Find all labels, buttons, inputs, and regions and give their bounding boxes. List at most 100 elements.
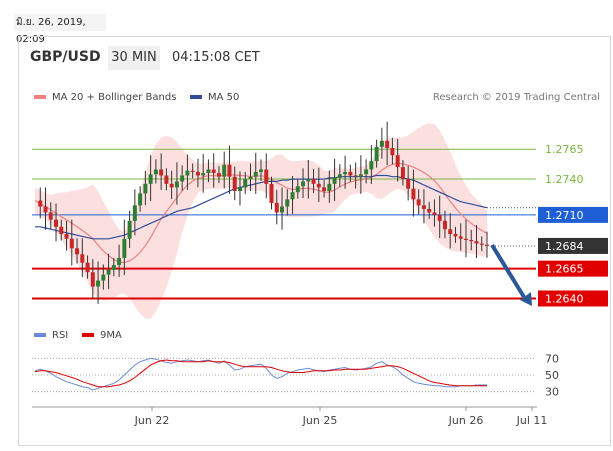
ma50-line [35, 174, 488, 240]
candle-body [332, 177, 337, 184]
candle-body [343, 171, 348, 175]
candle-body [264, 169, 269, 184]
candle-body [80, 254, 85, 263]
candle-body [248, 176, 253, 180]
ma20-legend-label: MA 20 + Bollinger Bands [52, 92, 176, 103]
x-tick-label: Jun 25 [302, 414, 338, 427]
candle-body [96, 280, 101, 287]
candle-body [148, 174, 153, 184]
candle-body [327, 183, 332, 191]
candle-body [437, 214, 442, 221]
ma9-legend-label: 9MA [100, 330, 122, 341]
forecast-arrow [490, 243, 532, 306]
rsi-tick-70: 70 [545, 352, 559, 365]
candle-body [85, 262, 90, 273]
candle-body [290, 192, 295, 200]
candle-body [90, 272, 95, 287]
rsi-legend-label: RSI [52, 330, 68, 341]
candle-body [280, 206, 285, 213]
candle-body [469, 239, 474, 242]
candle-body [169, 183, 174, 188]
candle-body [185, 170, 190, 176]
candle-body [143, 183, 148, 194]
candle-body [206, 169, 211, 174]
candle-body [353, 175, 358, 177]
candle-body [43, 206, 48, 213]
candle-body [411, 188, 416, 200]
candle-body [448, 229, 453, 234]
candle-body [180, 175, 185, 182]
candle-body [301, 181, 306, 187]
candle-body [390, 148, 395, 156]
candle-body [127, 220, 132, 239]
candle-body [38, 200, 43, 207]
candle-body [153, 169, 158, 175]
candle-body [222, 164, 227, 177]
level-1-2665-label: 1.2665 [545, 263, 584, 276]
candle-body [237, 187, 242, 191]
candle-body [337, 174, 342, 178]
candle-body [369, 161, 374, 170]
candle-body [421, 205, 426, 209]
candle-body [322, 187, 327, 191]
ma50-legend-swatch [190, 95, 202, 99]
level-1-2765-label: 1.2765 [545, 143, 584, 156]
pair-title: GBP/USD [30, 49, 101, 65]
candle-body [463, 238, 468, 240]
ma50-legend-label: MA 50 [208, 92, 239, 103]
candle-body [216, 173, 221, 177]
x-tick-label: Jun 22 [134, 414, 170, 427]
candle-body [64, 234, 69, 239]
candle-body [117, 257, 122, 266]
candle-body [474, 241, 479, 244]
level-1-2710-label: 1.2710 [545, 209, 584, 222]
chart-frame [18, 36, 611, 446]
rsi-legend-swatch [34, 333, 46, 337]
bollinger-band [35, 123, 487, 319]
level-1-2710-badge [538, 206, 608, 223]
level-1-2640-label: 1.2640 [545, 293, 584, 306]
candle-body [269, 183, 274, 203]
candle-body [174, 181, 179, 188]
candle-body [75, 248, 80, 255]
candle-body [364, 169, 369, 175]
candle-body [406, 179, 411, 189]
level-1-2740-label: 1.2740 [545, 173, 584, 186]
candle-body [416, 199, 421, 206]
candle-body [485, 244, 489, 246]
candle-body [211, 169, 216, 174]
research-credit: Research © 2019 Trading Central [433, 92, 600, 103]
candle-body [232, 176, 237, 191]
candle-body [164, 175, 169, 184]
candle-body [227, 164, 232, 177]
candle-body [122, 238, 127, 258]
candle-body [159, 169, 164, 176]
candle-body [400, 167, 405, 180]
rsi-tick-50: 50 [545, 369, 559, 382]
candle-body [306, 179, 311, 182]
candle-body [101, 274, 106, 281]
candle-body [106, 269, 111, 275]
level-1-2665-badge [538, 260, 608, 277]
candle-body [479, 243, 484, 245]
date-stamp: มิ.ย. 26, 2019, 02:09 [14, 14, 106, 45]
level-1-2684-label: 1.2684 [545, 240, 584, 253]
candle-body [48, 212, 53, 220]
candle-body [316, 183, 321, 188]
candle-body [132, 205, 137, 221]
candle-body [54, 219, 59, 227]
candle-body [358, 174, 363, 177]
candle-body [432, 212, 437, 215]
candle-body [274, 202, 279, 213]
x-tick-label: Jun 26 [448, 414, 484, 427]
candle-body [348, 171, 353, 176]
timeframe-badge[interactable]: 30 MIN [108, 46, 160, 70]
ma20-legend-swatch [34, 95, 46, 99]
candle-body [59, 226, 64, 234]
candle-body [374, 146, 379, 162]
candle-body [253, 171, 258, 177]
candle-body [285, 199, 290, 207]
candle-body [458, 236, 463, 239]
candle-body [442, 220, 447, 230]
candle-body [427, 208, 432, 213]
